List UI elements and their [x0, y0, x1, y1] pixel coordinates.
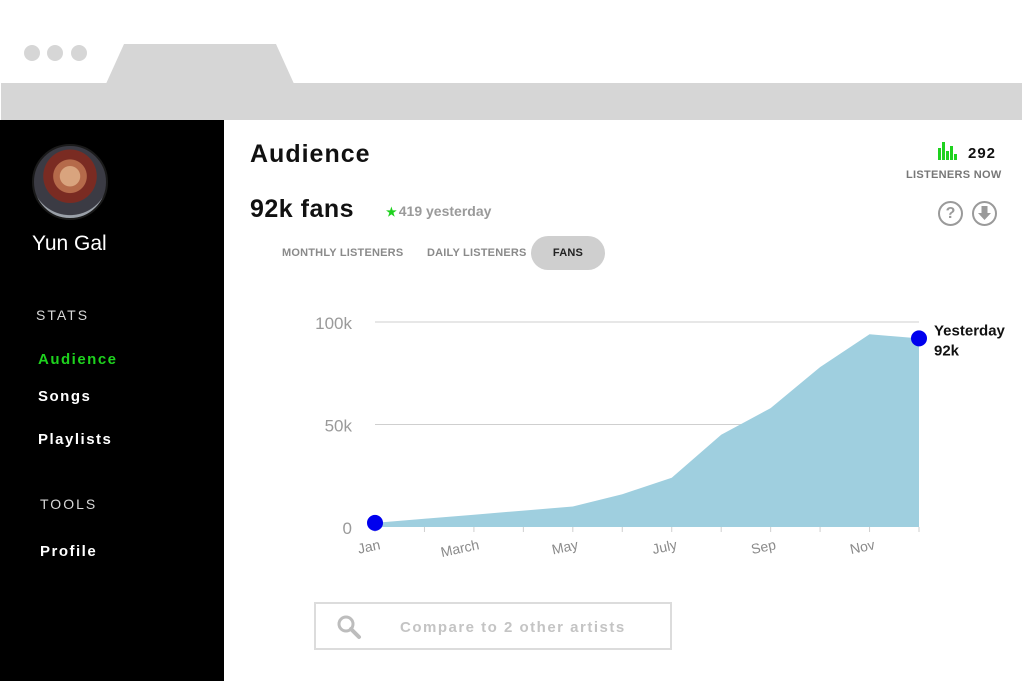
browser-chrome	[0, 0, 1024, 120]
star-icon: ★	[386, 205, 397, 219]
fans-area-series	[375, 334, 919, 527]
fans-delta: ★ 419 yesterday	[386, 203, 491, 219]
search-icon	[337, 615, 361, 639]
compare-artists-search[interactable]: Compare to 2 other artists	[314, 602, 672, 650]
window-minimize-dot[interactable]	[47, 45, 63, 61]
listeners-now-label: LISTENERS NOW	[906, 169, 1002, 181]
compare-placeholder: Compare to 2 other artists	[400, 619, 626, 636]
listeners-now-value: 292	[968, 145, 997, 162]
sidebar-item-profile[interactable]: Profile	[40, 543, 98, 560]
bar-chart-icon	[938, 142, 958, 160]
y-tick-label: 100k	[315, 314, 352, 333]
sidebar-item-playlists[interactable]: Playlists	[38, 431, 113, 448]
x-tick-label: Nov	[848, 536, 876, 557]
data-point-start	[367, 514, 383, 531]
annotation-title: Yesterday	[934, 322, 1006, 339]
x-tick-label: Jan	[356, 536, 381, 556]
y-tick-label: 0	[343, 519, 352, 538]
window-maximize-dot[interactable]	[71, 45, 87, 61]
tab-monthly-listeners[interactable]: MONTHLY LISTENERS	[282, 247, 404, 259]
avatar[interactable]	[32, 144, 108, 220]
fans-delta-text: 419 yesterday	[398, 203, 492, 219]
sidebar: Yun Gal STATS Audience Songs Playlists T…	[0, 120, 224, 681]
x-tick-label: Sep	[750, 536, 778, 557]
sidebar-item-audience[interactable]: Audience	[38, 351, 118, 368]
tools-section-header: TOOLS	[40, 496, 98, 512]
browser-toolbar	[1, 83, 1022, 120]
fans-count: 92k fans	[250, 195, 355, 223]
download-icon[interactable]	[972, 201, 997, 226]
page-title: Audience	[250, 140, 371, 168]
browser-tab[interactable]	[105, 44, 295, 86]
x-tick-label: March	[439, 536, 480, 560]
window-close-dot[interactable]	[24, 45, 40, 61]
sidebar-item-songs[interactable]: Songs	[38, 388, 92, 405]
annotation-value: 92k	[934, 342, 960, 359]
fans-area-chart: 0 50k 100k Jan March May July Sep Nov Yesterday 92…	[315, 314, 1006, 560]
main-panel: Audience 92k fans ★ 419 yesterday 292 LIS…	[224, 120, 1024, 681]
tab-fans[interactable]: FANS	[531, 236, 605, 270]
x-tick-label: July	[651, 536, 679, 557]
help-icon[interactable]: ?	[938, 201, 963, 226]
data-point-latest	[911, 330, 927, 347]
x-tick-label: May	[550, 536, 579, 557]
user-name: Yun Gal	[32, 232, 107, 255]
stats-section-header: STATS	[36, 307, 90, 323]
tab-daily-listeners[interactable]: DAILY LISTENERS	[427, 247, 527, 259]
y-tick-label: 50k	[325, 417, 353, 436]
